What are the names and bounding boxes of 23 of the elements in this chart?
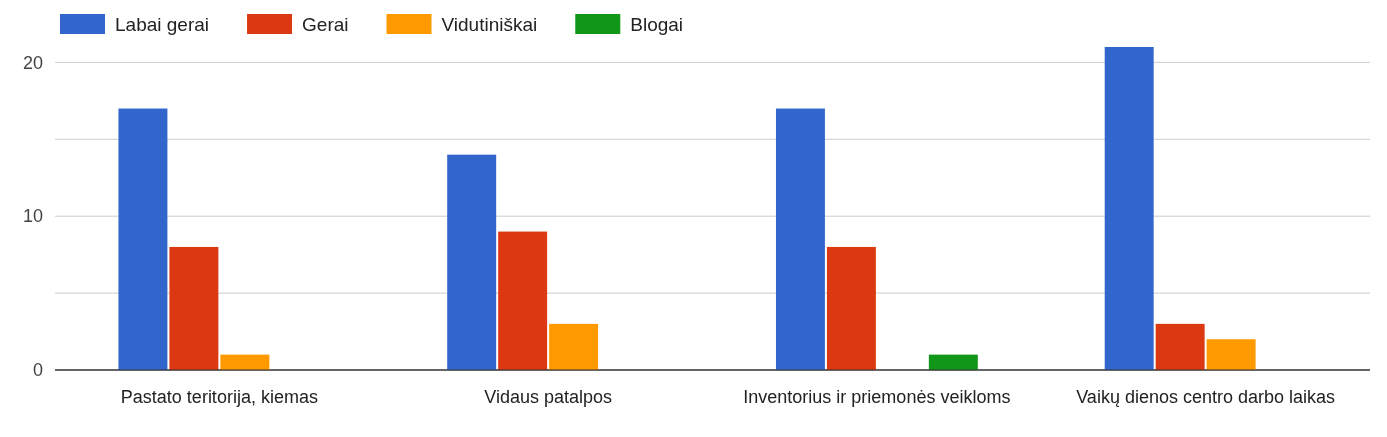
bar — [1206, 339, 1256, 370]
bar — [498, 231, 548, 370]
bar — [118, 108, 168, 370]
bar — [826, 246, 876, 370]
bar — [549, 323, 599, 370]
bar — [775, 108, 825, 370]
legend-label: Labai gerai — [115, 14, 210, 35]
bar — [220, 354, 270, 370]
y-tick-label: 0 — [32, 360, 43, 381]
bar — [169, 246, 219, 370]
x-tick-label: Vaikų dienos centro darbo laikas — [1076, 387, 1336, 407]
y-tick-label: 10 — [22, 206, 43, 227]
bar — [1104, 47, 1154, 370]
x-tick-label: Vidaus patalpos — [484, 387, 613, 407]
legend-label: Gerai — [302, 14, 349, 35]
legend-label: Vidutiniškai — [441, 14, 538, 35]
bar — [1155, 323, 1205, 370]
y-tick-label: 20 — [22, 52, 43, 73]
x-tick-label: Pastato teritorija, kiemas — [120, 387, 318, 407]
x-tick-label: Inventorius ir priemonės veikloms — [743, 387, 1011, 407]
bar — [447, 154, 497, 370]
legend-label: Blogai — [630, 14, 684, 35]
bar — [928, 354, 978, 370]
